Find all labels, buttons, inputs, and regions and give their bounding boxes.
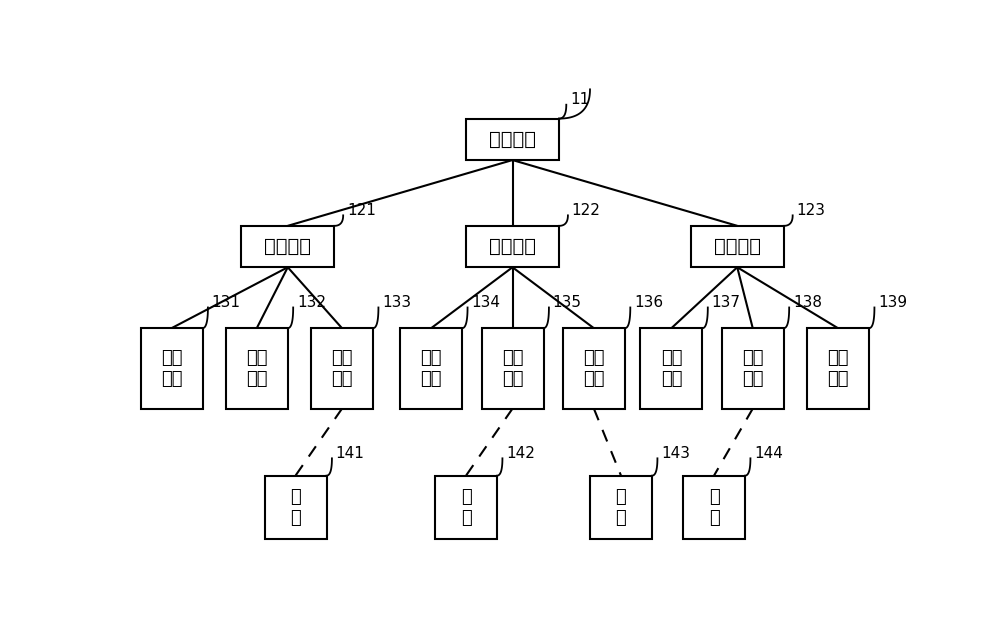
FancyBboxPatch shape <box>140 328 202 409</box>
Text: 142: 142 <box>506 446 535 461</box>
FancyBboxPatch shape <box>590 475 652 539</box>
Text: 远端
设备: 远端 设备 <box>583 349 605 388</box>
Text: 139: 139 <box>878 295 907 310</box>
Text: 远端
设备: 远端 设备 <box>331 349 353 388</box>
Text: 143: 143 <box>661 446 690 461</box>
FancyBboxPatch shape <box>482 328 544 409</box>
FancyBboxPatch shape <box>691 226 784 267</box>
Text: 远端
设备: 远端 设备 <box>661 349 682 388</box>
Text: 远端
设备: 远端 设备 <box>246 349 268 388</box>
Text: 远端
设备: 远端 设备 <box>742 349 764 388</box>
Text: 远端
设备: 远端 设备 <box>161 349 182 388</box>
Text: 终
端: 终 端 <box>616 488 626 527</box>
FancyBboxPatch shape <box>241 226 334 267</box>
FancyBboxPatch shape <box>435 475 497 539</box>
FancyBboxPatch shape <box>563 328 625 409</box>
Text: 137: 137 <box>712 295 741 310</box>
Text: 138: 138 <box>793 295 822 310</box>
Text: 132: 132 <box>297 295 326 310</box>
Text: 汇聚设备: 汇聚设备 <box>489 237 536 256</box>
Text: 141: 141 <box>336 446 365 461</box>
Text: 135: 135 <box>553 295 582 310</box>
Text: 汇聚设备: 汇聚设备 <box>264 237 311 256</box>
FancyBboxPatch shape <box>264 475 326 539</box>
Text: 123: 123 <box>797 203 826 218</box>
Text: 终
端: 终 端 <box>461 488 471 527</box>
FancyBboxPatch shape <box>400 328 462 409</box>
FancyBboxPatch shape <box>466 226 559 267</box>
Text: 汇聚设备: 汇聚设备 <box>714 237 761 256</box>
Text: 远端
设备: 远端 设备 <box>420 349 442 388</box>
Text: 终
端: 终 端 <box>709 488 719 527</box>
Text: 终
端: 终 端 <box>290 488 301 527</box>
Text: 远端
设备: 远端 设备 <box>502 349 523 388</box>
Text: 131: 131 <box>212 295 241 310</box>
Text: 136: 136 <box>634 295 663 310</box>
FancyBboxPatch shape <box>683 475 745 539</box>
FancyBboxPatch shape <box>807 328 869 409</box>
Text: 122: 122 <box>572 203 601 218</box>
FancyBboxPatch shape <box>311 328 373 409</box>
Text: 134: 134 <box>471 295 500 310</box>
Text: 133: 133 <box>382 295 411 310</box>
FancyBboxPatch shape <box>226 328 288 409</box>
Text: 121: 121 <box>347 203 376 218</box>
Text: 基带设备: 基带设备 <box>489 130 536 149</box>
FancyBboxPatch shape <box>722 328 784 409</box>
FancyBboxPatch shape <box>466 118 559 160</box>
Text: 11: 11 <box>570 92 589 108</box>
Text: 远端
设备: 远端 设备 <box>827 349 849 388</box>
Text: 144: 144 <box>754 446 783 461</box>
FancyBboxPatch shape <box>640 328 702 409</box>
